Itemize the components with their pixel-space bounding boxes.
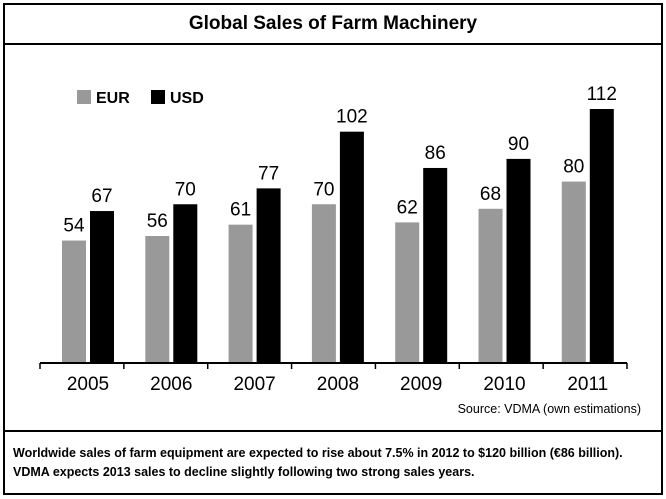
bar-usd-2010: [506, 158, 531, 363]
bar-eur-2011: [561, 181, 586, 363]
bar-usd-2005: [90, 211, 114, 363]
value-label-usd-2009: 86: [425, 143, 446, 164]
source-note: Source: VDMA (own estimations): [457, 402, 641, 416]
value-label-eur-2008: 70: [313, 179, 334, 200]
legend-swatch-eur: [77, 90, 91, 104]
value-label-usd-2005: 67: [91, 186, 112, 207]
value-label-usd-2006: 70: [175, 179, 196, 200]
value-label-usd-2010: 90: [508, 134, 529, 155]
bar-usd-2008: [339, 131, 364, 363]
bar-eur-2008: [311, 204, 336, 363]
bar-usd-2009: [423, 167, 448, 363]
value-label-eur-2011: 80: [563, 157, 584, 178]
legend-label-eur: EUR: [96, 90, 130, 107]
bar-usd-2006: [173, 204, 198, 363]
chart-frame: Global Sales of Farm Machinery EUR USD 54 6…: [3, 3, 663, 495]
category-label-2011: 2011: [567, 374, 608, 390]
bar-eur-2009: [395, 222, 420, 363]
legend-swatch-usd: [151, 90, 165, 104]
category-label-2006: 2006: [150, 374, 192, 390]
category-label-2008: 2008: [317, 374, 359, 390]
category-label-2005: 2005: [67, 374, 109, 390]
category-label-2009: 2009: [400, 374, 442, 390]
title-divider: [5, 43, 661, 45]
chart-title: Global Sales of Farm Machinery: [188, 13, 478, 34]
value-label-eur-2006: 56: [147, 211, 168, 232]
bar-usd-2011: [589, 109, 614, 363]
bar-chart: EUR USD 54 67 2005 56 70 2006 61 77 2007 70 102 2008 6…: [39, 84, 628, 390]
bar-eur-2005: [62, 240, 86, 363]
bar-eur-2007: [228, 224, 253, 363]
value-label-eur-2010: 68: [480, 184, 501, 205]
caption-divider: [5, 430, 661, 432]
value-label-eur-2009: 62: [397, 197, 418, 218]
value-label-usd-2007: 77: [258, 163, 279, 184]
bar-eur-2010: [478, 208, 503, 363]
bar-eur-2006: [145, 236, 170, 363]
bar-usd-2007: [256, 188, 281, 363]
chart-caption: Worldwide sales of farm equipment are ex…: [13, 446, 623, 479]
category-label-2007: 2007: [233, 374, 275, 390]
value-label-usd-2011: 112: [587, 84, 617, 105]
category-label-2010: 2010: [483, 374, 525, 390]
value-label-eur-2005: 54: [63, 216, 85, 237]
legend-label-usd: USD: [170, 90, 204, 107]
value-label-eur-2007: 61: [230, 200, 251, 221]
value-label-usd-2008: 102: [336, 107, 368, 128]
